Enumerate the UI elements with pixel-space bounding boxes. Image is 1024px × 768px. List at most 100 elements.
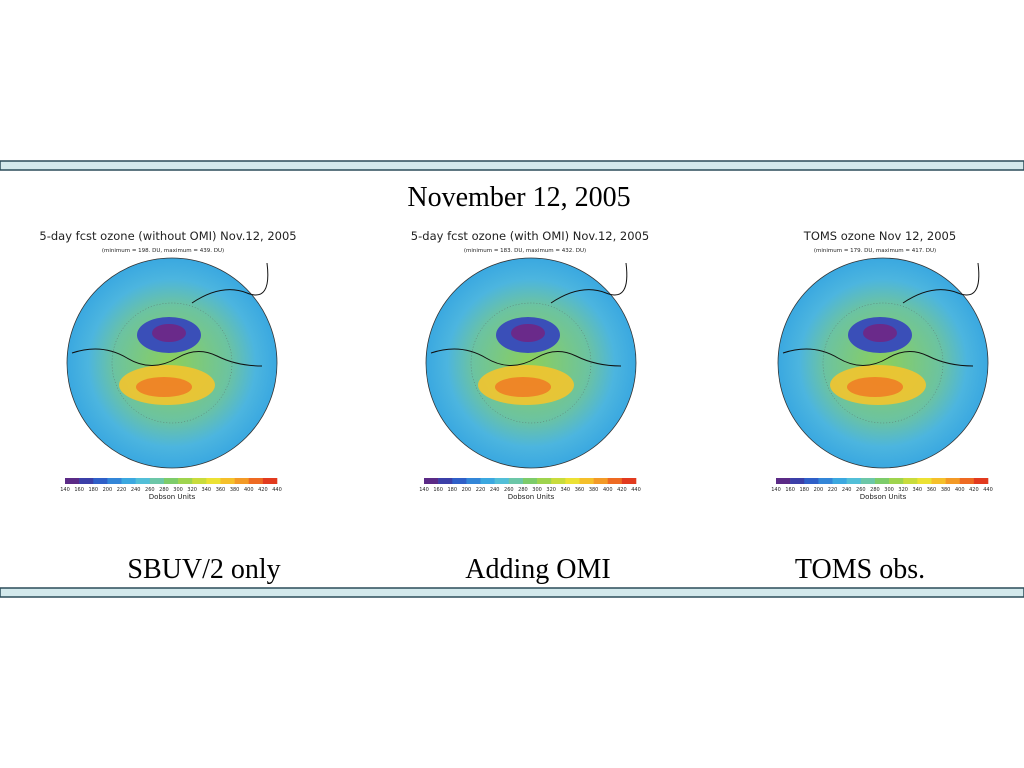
colorbar-label: 140: [419, 487, 429, 493]
colorbar-swatch: [508, 478, 524, 484]
colorbar-label: 200: [462, 487, 472, 493]
colorbar-label: 260: [504, 487, 514, 493]
colorbar-swatch: [438, 478, 453, 484]
colorbar-label: 360: [216, 487, 226, 493]
colorbar-swatch: [424, 478, 439, 484]
colorbar-label: 200: [814, 487, 824, 493]
colorbar-label: 360: [575, 487, 585, 493]
top-rule: [0, 160, 1024, 171]
ozone-hole-core: [152, 324, 186, 342]
colorbar-label: 340: [913, 487, 923, 493]
colorbar-swatch: [149, 478, 165, 484]
colorbar-label: 240: [131, 487, 141, 493]
colorbar-swatch: [593, 478, 609, 484]
map-panel: TOMS ozone Nov 12, 2005 (minimum = 179. D…: [771, 229, 993, 585]
colorbar-label: 360: [927, 487, 937, 493]
colorbar-label: 340: [202, 487, 212, 493]
slide-title: November 12, 2005: [407, 182, 630, 213]
colorbar-swatch: [832, 478, 847, 484]
colorbar-label: 420: [258, 487, 268, 493]
coastline: [782, 348, 974, 367]
colorbar-swatch: [818, 478, 833, 484]
coastline: [71, 348, 263, 367]
map-panel: 5-day fcst ozone (with OMI) Nov.12, 2005…: [411, 229, 649, 585]
colorbar-swatch: [93, 478, 108, 484]
map-subtitle: (minimum = 198. DU, maximum = 439. DU): [102, 248, 224, 254]
colorbar-swatch: [452, 478, 467, 484]
colorbar-label: 340: [561, 487, 571, 493]
colorbar-swatch: [607, 478, 623, 484]
colorbar-title: Dobson Units: [860, 493, 907, 501]
colorbar-swatch: [917, 478, 932, 484]
colorbar-swatch: [220, 478, 235, 484]
colorbar-swatch: [959, 478, 975, 484]
colorbar-label: 260: [856, 487, 866, 493]
colorbar-label: 140: [60, 487, 70, 493]
map-title: TOMS ozone Nov 12, 2005: [803, 229, 956, 243]
latitude-circle: [470, 302, 592, 424]
colorbar-label: 440: [983, 487, 993, 493]
colorbar-label: 300: [884, 487, 894, 493]
colorbar-label: 160: [74, 487, 84, 493]
colorbar-label: 420: [617, 487, 627, 493]
map-subtitle: (minimum = 179. DU, maximum = 417. DU): [814, 248, 936, 254]
colorbar-swatch: [860, 478, 876, 484]
colorbar-swatch: [121, 478, 136, 484]
globe: [777, 257, 989, 469]
colorbar-swatch: [79, 478, 94, 484]
colorbar-label: 240: [490, 487, 500, 493]
colorbar-swatch: [551, 478, 566, 484]
colorbar-label: 380: [941, 487, 951, 493]
colorbar-label: 280: [870, 487, 880, 493]
colorbar-label: 320: [546, 487, 556, 493]
colorbar-swatch: [178, 478, 193, 484]
colorbar-swatch: [846, 478, 862, 484]
colorbar-swatch: [565, 478, 580, 484]
coastline: [430, 348, 622, 367]
colorbar-swatch: [973, 478, 989, 484]
ozone-hole-core: [511, 324, 545, 342]
colorbar-label: 380: [589, 487, 599, 493]
colorbar-label: 280: [159, 487, 169, 493]
caption: SBUV/2 only: [127, 554, 280, 585]
colorbar-swatch: [579, 478, 594, 484]
globe: [425, 257, 637, 469]
ozone-peak: [136, 377, 192, 397]
colorbar-swatch: [889, 478, 904, 484]
colorbar-label: 280: [518, 487, 528, 493]
colorbar-label: 220: [476, 487, 486, 493]
colorbar-label: 220: [828, 487, 838, 493]
colorbar-label: 240: [842, 487, 852, 493]
colorbar-label: 380: [230, 487, 240, 493]
colorbar-label: 400: [955, 487, 965, 493]
bottom-rule: [0, 587, 1024, 598]
colorbar-swatch: [466, 478, 481, 484]
colorbar-swatch: [494, 478, 510, 484]
latitude-circle: [822, 302, 944, 424]
colorbar-swatch: [480, 478, 495, 484]
colorbar-swatch: [262, 478, 278, 484]
map-panel: 5-day fcst ozone (without OMI) Nov.12, 2…: [39, 229, 296, 585]
coastline: [550, 262, 628, 304]
colorbar-swatch: [107, 478, 122, 484]
colorbar-swatch: [874, 478, 890, 484]
coastline: [902, 262, 980, 304]
colorbar-label: 300: [173, 487, 183, 493]
coastline: [191, 262, 269, 304]
colorbar-swatch: [945, 478, 961, 484]
colorbar-swatch: [163, 478, 179, 484]
colorbar-label: 400: [244, 487, 254, 493]
colorbar-label: 220: [117, 487, 127, 493]
latitude-circle: [111, 302, 233, 424]
colorbar-swatch: [234, 478, 250, 484]
map-title: 5-day fcst ozone (with OMI) Nov.12, 2005: [411, 229, 649, 243]
caption: Adding OMI: [465, 554, 610, 585]
ozone-peak: [495, 377, 551, 397]
map-subtitle: (minimum = 183. DU, maximum = 432. DU): [464, 248, 586, 254]
colorbar-swatch: [621, 478, 637, 484]
colorbar-label: 440: [272, 487, 282, 493]
colorbar-swatch: [903, 478, 918, 484]
colorbar-label: 260: [145, 487, 155, 493]
